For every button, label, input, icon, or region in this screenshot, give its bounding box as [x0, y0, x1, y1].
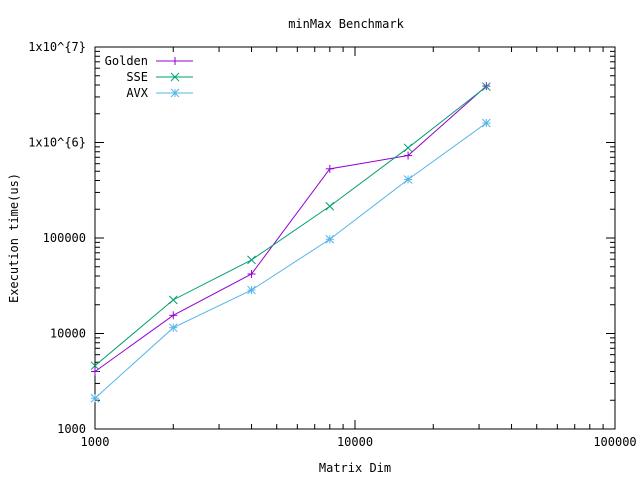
y-tick-label: 1x10^{6} — [28, 136, 86, 150]
legend-marker — [171, 57, 179, 65]
data-point-marker — [91, 367, 99, 376]
data-point-marker — [325, 234, 335, 244]
series-line — [94, 85, 487, 372]
data-point-marker — [403, 175, 413, 184]
data-point-marker — [325, 164, 334, 173]
y-tick-label: 1x10^{7} — [28, 40, 86, 54]
data-point-marker — [247, 269, 256, 278]
data-point-marker — [403, 143, 413, 153]
data-point-marker — [90, 361, 100, 371]
series-line — [94, 122, 487, 399]
data-point-marker — [247, 255, 256, 265]
axes: 1000 10000 100000 1000 10000 100000 1x10^{6} 1x… — [28, 40, 636, 449]
data-point-marker — [168, 323, 178, 333]
y-tick-label: 100000 — [43, 231, 86, 245]
legend-label: AVX — [126, 86, 148, 100]
series-layer — [90, 82, 491, 403]
x-axis-label: Matrix Dim — [319, 461, 391, 475]
y-axis-label: Execution time(us) — [7, 173, 21, 303]
data-point-marker — [90, 393, 100, 403]
series-golden — [91, 82, 491, 376]
data-point-marker — [481, 118, 491, 128]
y-tick-label: 10000 — [50, 327, 86, 341]
legend-label: Golden — [105, 54, 148, 68]
legend-label: SSE — [126, 70, 148, 84]
data-point-marker — [481, 82, 491, 91]
data-point-marker — [247, 285, 256, 295]
data-point-marker — [325, 201, 335, 211]
legend-marker — [170, 88, 180, 98]
x-tick-label: 10000 — [337, 435, 373, 449]
series-line — [94, 86, 487, 367]
data-point-marker — [169, 311, 178, 320]
legend: Golden SSE AVX — [105, 54, 193, 100]
chart-title: minMax Benchmark — [288, 17, 404, 31]
y-tick-label: 1000 — [57, 422, 86, 436]
plot-area-frame — [94, 46, 616, 430]
series-sse — [90, 82, 491, 371]
data-point-marker — [404, 151, 413, 160]
series-avx — [90, 118, 491, 403]
legend-marker — [170, 72, 180, 82]
x-tick-label: 1000 — [81, 435, 110, 449]
x-tick-label: 100000 — [593, 435, 636, 449]
data-point-marker — [168, 295, 178, 305]
